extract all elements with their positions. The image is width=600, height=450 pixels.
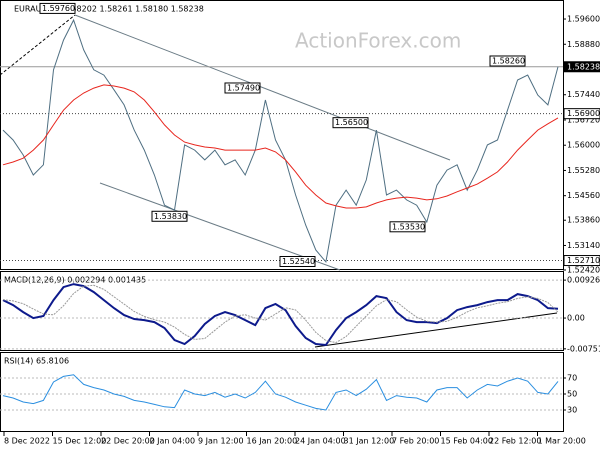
price-level-label: 1.56900 — [567, 109, 600, 118]
annotation-box — [489, 55, 526, 67]
y-tick-label: 0.00 — [567, 314, 585, 323]
price-level-label: 1.52710 — [567, 256, 600, 265]
x-tick-label: 1 Mar 20:00 — [538, 437, 586, 446]
y-tick-label: 1.55280 — [567, 166, 600, 175]
x-tick-label: 15 Dec 12:00 — [53, 437, 107, 446]
annotation-box — [279, 255, 316, 267]
x-tick-label: 9 Jan 12:00 — [198, 437, 244, 446]
series-line — [2, 374, 559, 411]
x-tick-label: 2 Jan 04:00 — [150, 437, 196, 446]
price-level-label: 1.58238 — [567, 62, 600, 71]
y-tick-label: 1.56000 — [567, 141, 600, 150]
annotation-label: 1.56500 — [335, 118, 368, 127]
y-tick-label: 1.52420 — [567, 266, 600, 275]
y-tick-label: 1.58880 — [567, 40, 600, 49]
x-tick-label: 31 Jan 12:00 — [344, 437, 395, 446]
y-tick-label: 0.009263 — [567, 276, 600, 285]
channel-lower — [99, 182, 341, 271]
y-tick-label: 1.53140 — [567, 241, 600, 250]
y-tick-label: 1.56720 — [567, 115, 600, 124]
macd-title: MACD(12,26,9) 0.002294 0.001435 — [4, 276, 146, 285]
x-tick-label: 22 Feb 12:00 — [489, 437, 541, 446]
series-line — [2, 18, 559, 264]
y-tick-label: 1.53860 — [567, 216, 600, 225]
y-tick-label: 1.59600 — [567, 15, 600, 24]
price-level-box — [563, 108, 600, 120]
annotation-box — [224, 82, 261, 94]
annotation-label: 1.59760 — [42, 4, 75, 13]
annotation-label: 1.57490 — [227, 83, 260, 92]
price-level-box — [563, 61, 600, 73]
y-tick-label: 30 — [567, 406, 577, 415]
dashed-trend — [0, 14, 76, 76]
rsi-panel — [0, 352, 564, 432]
y-tick-label: -0.007517 — [567, 344, 600, 353]
panel-frames — [0, 0, 564, 432]
main-panel — [0, 0, 564, 270]
watermark: ActionForex.com — [295, 29, 461, 53]
x-tick-label: 24 Jan 04:00 — [295, 437, 346, 446]
series-line — [2, 283, 559, 347]
annotation-label: 1.53830 — [154, 212, 187, 221]
x-tick-label: 8 Dec 2022 — [4, 437, 50, 446]
annotation-label: 1.58260 — [492, 56, 525, 65]
y-tick-label: 1.57440 — [567, 90, 600, 99]
main-title: EURAUD,H4 1.58202 1.58261 1.58180 1.5823… — [14, 5, 204, 14]
annotation-box — [151, 210, 188, 222]
x-tick-label: 16 Jan 20:00 — [247, 437, 298, 446]
annotation-label: 1.52540 — [282, 257, 315, 266]
annotation-box — [332, 117, 369, 129]
y-tick-label: 50 — [567, 390, 577, 399]
series-line — [2, 284, 559, 344]
y-tick-label: 1.54560 — [567, 191, 600, 200]
annotation-box — [389, 221, 426, 233]
macd-trend — [314, 312, 558, 348]
price-level-box — [563, 255, 600, 267]
annotation-label: 1.53530 — [392, 222, 425, 231]
x-tick-label: 7 Feb 20:00 — [392, 437, 439, 446]
x-tick-label: 22 Dec 20:00 — [101, 437, 155, 446]
trend-lines — [0, 14, 558, 348]
rsi-title: RSI(14) 65.8106 — [4, 357, 69, 366]
series-line — [2, 84, 559, 209]
macd-panel — [0, 271, 564, 351]
annotation-box — [39, 2, 76, 14]
x-tick-label: 15 Feb 04:00 — [441, 437, 493, 446]
channel-upper — [74, 14, 451, 161]
y-tick-label: 70 — [567, 374, 577, 383]
